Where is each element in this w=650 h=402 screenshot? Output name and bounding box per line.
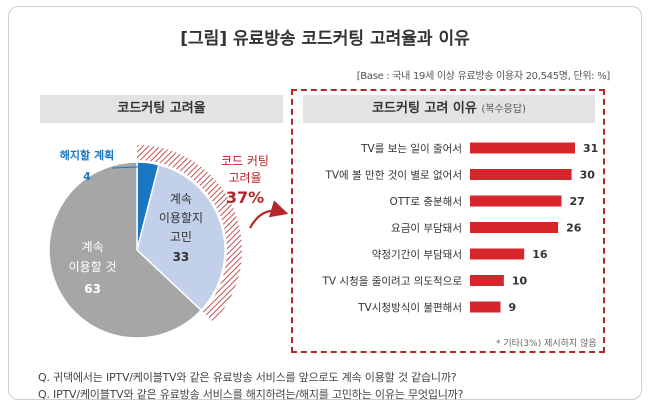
question-2: Q. IPTV/케이블TV와 같은 유료방송 서비스를 해지하려는/해지를 고민… bbox=[38, 388, 464, 401]
slice-label-considering: 고민 bbox=[170, 230, 192, 244]
bar-category-label: TV를 보는 일이 줄어서 bbox=[360, 142, 462, 155]
figure-title: [그림] 유료방송 코드커팅 고려율과 이유 bbox=[180, 29, 470, 49]
slice-value-cancel: 4 bbox=[83, 170, 91, 183]
slice-value-considering: 33 bbox=[173, 250, 190, 264]
question-1: Q. 귀댁에서는 IPTV/케이블TV와 같은 유료방송 서비스를 앞으로도 계… bbox=[38, 371, 457, 384]
slice-label-considering: 이용할지 bbox=[159, 211, 203, 225]
slice-label-cancel: 해지할 계획 bbox=[60, 148, 114, 162]
bar-value-label: 26 bbox=[566, 222, 582, 235]
bar-category-label: 약정기간이 부담돼서 bbox=[372, 249, 462, 261]
slice-label-continue: 계속 bbox=[82, 240, 104, 254]
bar bbox=[470, 195, 562, 207]
slice-label-continue: 이용할 것 bbox=[69, 260, 117, 274]
cancel-leader-line bbox=[111, 166, 148, 169]
bar-value-label: 31 bbox=[583, 142, 598, 155]
bar-value-label: 9 bbox=[508, 301, 516, 314]
base-note: [Base : 국내 19세 이상 유료방송 이용자 20,545명, 단위: … bbox=[356, 71, 611, 82]
right-panel-subtitle: (복수응답) bbox=[481, 104, 526, 115]
bar-category-label: OTT로 충분해서 bbox=[389, 195, 462, 208]
right-panel-border bbox=[291, 89, 605, 353]
bar bbox=[470, 248, 525, 260]
bar bbox=[470, 301, 501, 313]
bar-value-label: 10 bbox=[512, 275, 528, 288]
bar bbox=[470, 142, 575, 154]
annotation-label-line2: 고려율 bbox=[228, 171, 261, 185]
bar-value-label: 16 bbox=[532, 248, 548, 261]
left-panel-header: 코드커팅 고려율 bbox=[40, 95, 283, 123]
considering-ring bbox=[137, 145, 242, 322]
bar-category-label: TV시청방식이 불편해서 bbox=[357, 301, 462, 314]
bar bbox=[470, 275, 504, 286]
bar-category-label: TV에 볼 만한 것이 별로 없어서 bbox=[324, 169, 462, 182]
right-panel-header: 코드커팅 고려 이유 (복수응답) bbox=[303, 95, 595, 123]
slice-continue bbox=[48, 161, 203, 339]
right-panel-title: 코드커팅 고려 이유 bbox=[372, 101, 477, 116]
bar bbox=[470, 222, 559, 233]
slice-label-considering: 계속 bbox=[170, 192, 192, 206]
bar-chart: TV를 보는 일이 줄어서 31 TV에 볼 만한 것이 별로 없어서 30 OTT로 … bbox=[321, 142, 598, 314]
bar-category-label: TV 시청을 줄이려고 의도적으로 bbox=[321, 276, 462, 288]
annotation-label-line1: 코드 커팅 bbox=[221, 154, 269, 168]
footnote: * 기타(3%) 제시하지 않음 bbox=[496, 339, 597, 349]
annotation-arrow bbox=[249, 200, 289, 229]
slice-value-continue: 63 bbox=[84, 282, 101, 296]
annotation-value: 37% bbox=[226, 188, 264, 207]
bar bbox=[470, 169, 572, 180]
bar-category-label: 요금이 부담돼서 bbox=[391, 223, 462, 235]
bar-value-label: 30 bbox=[580, 169, 596, 182]
slice-considering bbox=[136, 163, 226, 312]
bar-value-label: 27 bbox=[569, 195, 584, 208]
